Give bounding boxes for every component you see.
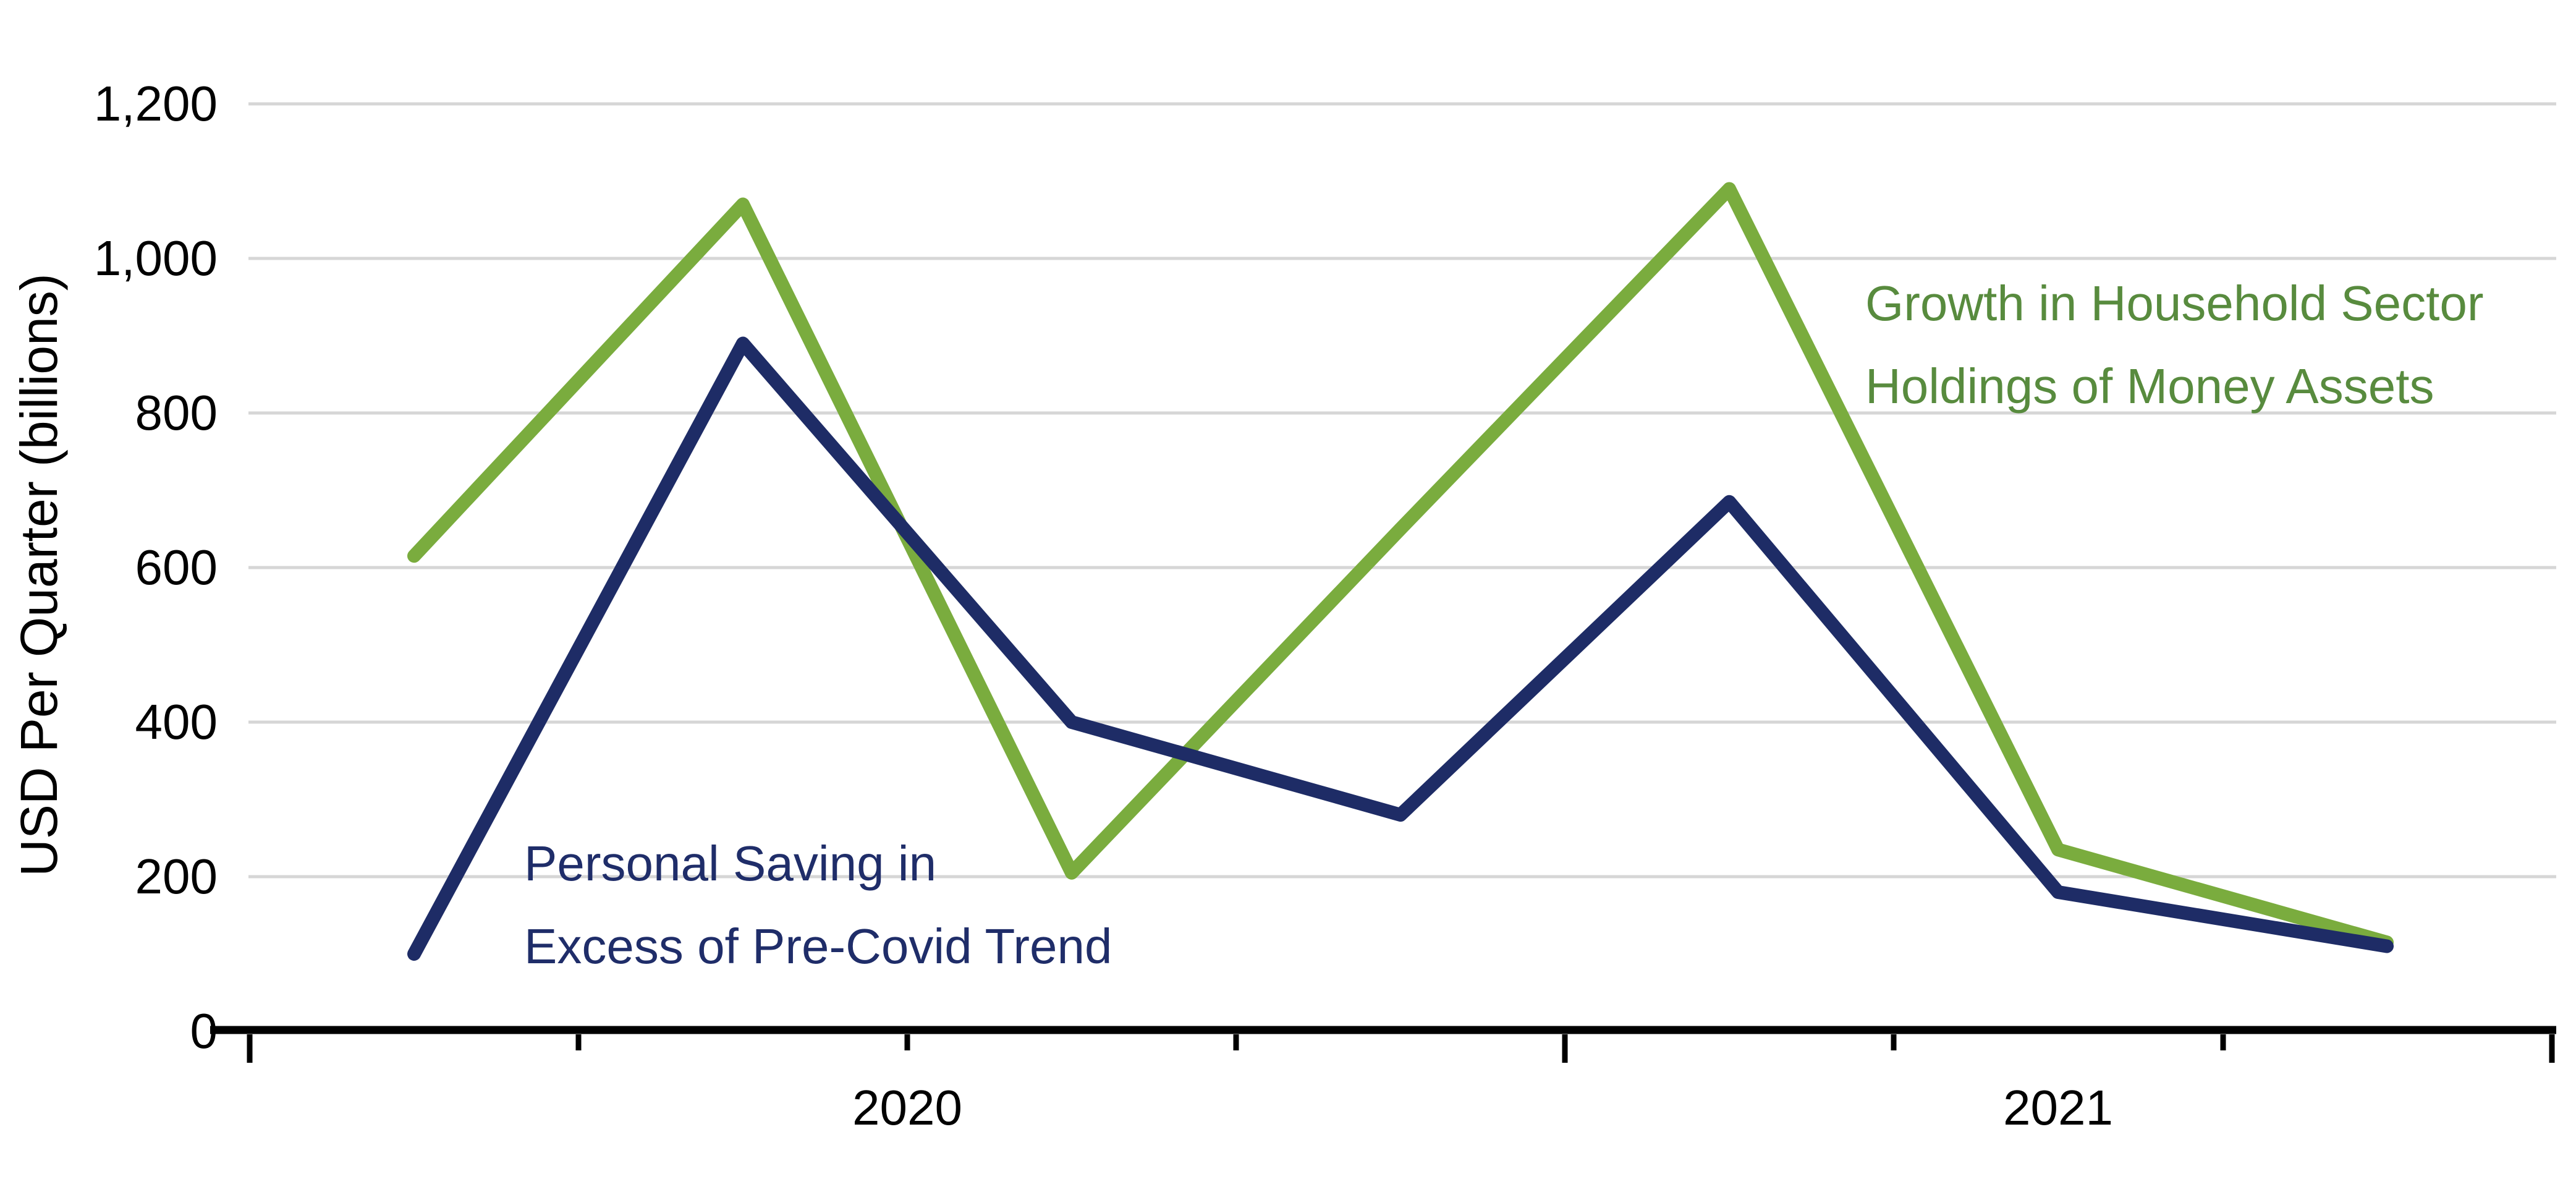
y-tick-label-1000: 1,000: [93, 231, 218, 286]
y-tick-label-0: 0: [190, 1003, 218, 1058]
series-label-money-assets-line1: Growth in Household Sector: [1865, 276, 2484, 331]
series-label-money-assets: Growth in Household Sector Holdings of M…: [1865, 262, 2484, 428]
series-label-personal-saving-line2: Excess of Pre-Covid Trend: [524, 919, 1112, 974]
y-tick-label-800: 800: [135, 385, 218, 440]
series-label-personal-saving-line1: Personal Saving in: [524, 836, 937, 891]
y-tick-label-1200: 1,200: [93, 76, 218, 131]
y-tick-label-400: 400: [135, 694, 218, 749]
y-tick-label-200: 200: [135, 849, 218, 904]
x-axis-label-2021: 2021: [2003, 1080, 2113, 1135]
series-line-money-assets: [407, 182, 2394, 950]
x-axis-label-2020: 2020: [852, 1080, 962, 1135]
y-tick-label-600: 600: [135, 540, 218, 595]
series-label-personal-saving: Personal Saving in Excess of Pre-Covid T…: [524, 822, 1112, 988]
series-label-money-assets-line2: Holdings of Money Assets: [1865, 359, 2434, 414]
series-line-personal-saving: [407, 336, 2394, 961]
